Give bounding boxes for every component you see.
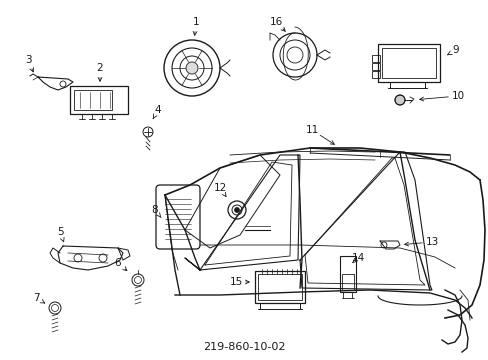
Bar <box>371 63 379 70</box>
Bar <box>254 271 305 303</box>
Text: 16: 16 <box>269 17 282 27</box>
Text: 5: 5 <box>57 227 63 237</box>
Bar <box>339 256 355 292</box>
Text: 1: 1 <box>192 17 199 27</box>
Bar <box>258 274 302 300</box>
Bar <box>371 55 379 62</box>
Text: 12: 12 <box>213 183 226 193</box>
Text: 10: 10 <box>450 91 464 101</box>
Text: 6: 6 <box>115 258 121 268</box>
Text: 2: 2 <box>97 63 103 73</box>
Text: 3: 3 <box>24 55 31 65</box>
Circle shape <box>394 95 404 105</box>
Text: 7: 7 <box>33 293 39 303</box>
Text: 15: 15 <box>229 277 242 287</box>
Circle shape <box>234 207 239 212</box>
Text: 219-860-10-02: 219-860-10-02 <box>203 342 285 352</box>
Bar <box>381 48 435 78</box>
Text: 8: 8 <box>151 205 158 215</box>
Bar <box>70 86 128 114</box>
Text: 13: 13 <box>425 237 438 247</box>
Text: 9: 9 <box>452 45 458 55</box>
Circle shape <box>185 62 198 74</box>
Bar <box>74 90 112 110</box>
Text: 14: 14 <box>351 253 364 263</box>
Bar <box>341 274 353 290</box>
Bar <box>377 44 439 82</box>
Bar <box>371 71 379 78</box>
Text: 11: 11 <box>305 125 318 135</box>
Text: 4: 4 <box>154 105 161 115</box>
